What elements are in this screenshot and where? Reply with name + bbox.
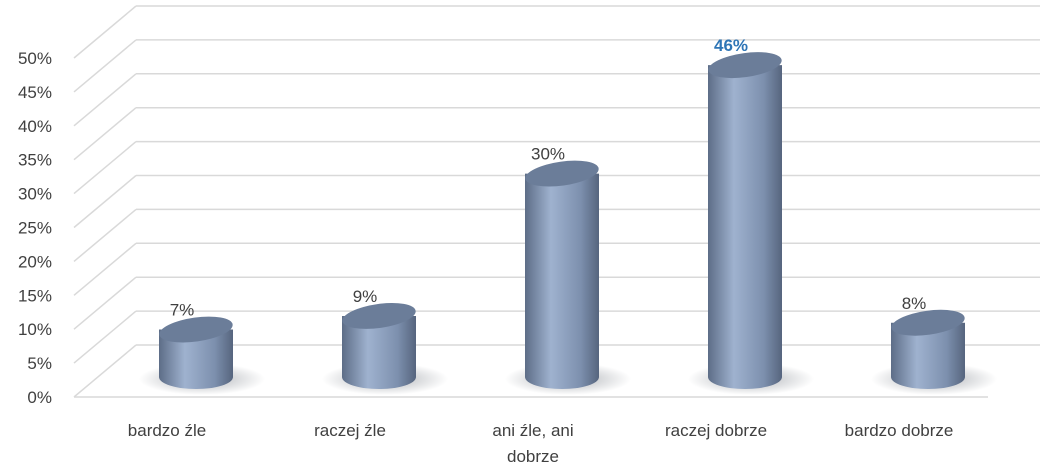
bar-body [525,173,599,389]
data-label: 46% [714,36,748,55]
bar-body [342,315,416,389]
y-tick-label: 35% [18,151,52,170]
y-tick-label: 5% [27,354,52,373]
gridline [73,73,1040,127]
data-label: 9% [353,287,378,306]
x-tick-label: ani źle, ani dobrze [492,421,573,466]
x-tick-label: bardzo dobrze [845,421,954,440]
bar: 7% [139,301,265,395]
bar: 8% [871,294,997,395]
gridline [73,140,1040,195]
gridline [73,5,1040,59]
bar: 30% [505,145,631,395]
x-tick-label: raczej źle [314,421,386,440]
x-axis: bardzo źle raczej źle ani źle, ani dobrze ra… [128,421,954,466]
data-label: 30% [531,145,565,164]
y-tick-label: 25% [18,219,52,238]
bar-body [891,322,965,389]
x-tick-label: bardzo źle [128,421,206,440]
bars: 7% 9% 30% 46% 8% [139,36,997,395]
y-tick-label: 15% [18,286,52,305]
y-axis: 0% 5% 10% 15% 20% 25% 30% 35% 40% 45% 50% [18,49,52,407]
data-label: 8% [902,294,927,313]
y-tick-label: 45% [18,83,52,102]
y-tick-label: 30% [18,185,52,204]
bar: 46% [688,36,814,395]
bar-top [342,303,416,329]
y-tick-label: 0% [27,388,52,407]
bar-top [891,309,965,336]
bar: 9% [322,287,448,395]
x-tick-label: raczej dobrze [665,421,767,440]
gridline [73,106,1040,161]
bar-top [525,160,599,187]
bar-body [708,65,782,390]
bar-top [708,52,782,79]
data-label: 7% [170,301,195,320]
gridline [73,39,1040,93]
bar-top [159,316,233,343]
y-tick-label: 10% [18,320,52,339]
bar-body [159,329,233,389]
y-tick-label: 20% [18,252,52,271]
y-tick-label: 40% [18,117,52,136]
y-tick-label: 50% [18,49,52,68]
